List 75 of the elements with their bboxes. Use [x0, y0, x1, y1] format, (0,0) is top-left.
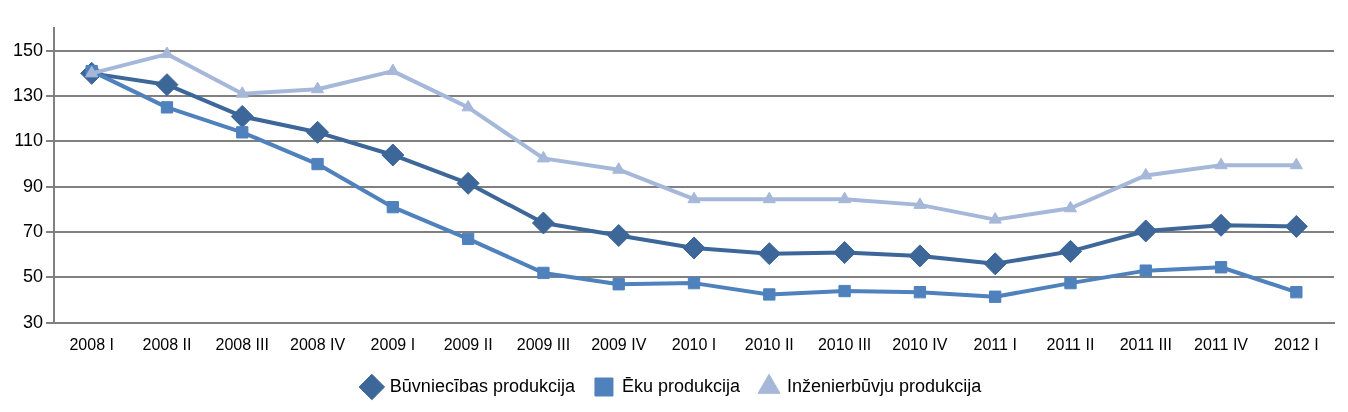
point	[386, 200, 399, 214]
point	[913, 197, 927, 209]
point	[763, 288, 776, 301]
point	[908, 244, 932, 268]
x-tick-label: 2010 IV	[892, 335, 948, 353]
point	[235, 86, 249, 98]
point	[456, 171, 480, 195]
x-tick-label: 2009 I	[370, 335, 416, 353]
legend-label: Būvniecības produkcija	[389, 375, 576, 396]
x-tick-label: 2011 I	[973, 335, 1017, 353]
point	[682, 236, 706, 260]
x-tick-label: 2009 II	[443, 335, 493, 353]
y-tick-label: 130	[12, 85, 44, 105]
point	[537, 266, 550, 280]
point	[988, 212, 1002, 224]
point	[833, 241, 857, 264]
x-tick-label: 2012 I	[1274, 335, 1319, 353]
point	[230, 104, 254, 128]
point	[1139, 167, 1153, 180]
point	[687, 276, 701, 290]
x-tick-label: 2011 III	[1119, 335, 1172, 353]
point	[1058, 239, 1082, 263]
x-tick-label: 2008 III	[215, 335, 269, 353]
point	[311, 157, 324, 171]
x-tick-label: 2010 I	[671, 335, 717, 353]
point	[838, 191, 852, 204]
point	[155, 73, 179, 97]
point	[1139, 264, 1152, 277]
point	[1290, 286, 1303, 299]
x-tick-label: 2008 II	[142, 335, 192, 353]
point	[536, 150, 550, 163]
point	[612, 162, 626, 174]
x-tick-label: 2008 IV	[289, 335, 346, 353]
point	[160, 46, 174, 59]
y-tick-label: 30	[23, 311, 44, 332]
point	[386, 63, 400, 76]
x-tick-label: 2009 IV	[591, 335, 647, 353]
point	[1063, 200, 1078, 213]
point	[1214, 261, 1228, 274]
point	[1289, 157, 1303, 170]
point	[1214, 157, 1228, 170]
point	[306, 120, 330, 144]
point	[1064, 276, 1077, 290]
x-tick-label: 2009 III	[516, 335, 571, 353]
point	[1134, 219, 1158, 243]
point	[838, 284, 851, 298]
point	[381, 143, 405, 167]
point	[1209, 213, 1233, 237]
y-tick-label: 110	[14, 130, 44, 151]
y-tick-label: 70	[23, 221, 44, 242]
point	[461, 99, 475, 112]
point	[612, 278, 625, 291]
point	[762, 191, 776, 204]
point	[461, 232, 475, 246]
point	[989, 290, 1002, 303]
point	[687, 191, 701, 204]
point	[236, 126, 249, 139]
point	[531, 211, 555, 235]
x-tick-label: 2008 I	[69, 335, 114, 353]
legend-label: Inženierbūvju produkcija	[787, 375, 983, 396]
legend-label: Ēku produkcija	[621, 375, 742, 396]
y-tick-label: 50	[23, 266, 44, 287]
point	[757, 242, 781, 266]
x-tick-label: 2010 II	[744, 335, 794, 353]
point	[160, 101, 174, 114]
x-tick-label: 2011 II	[1046, 335, 1095, 353]
point	[1284, 214, 1308, 238]
y-tick-label: 90	[23, 175, 44, 196]
x-tick-label: 2011 IV	[1194, 335, 1249, 353]
point	[607, 223, 631, 247]
point	[310, 81, 325, 94]
point	[913, 286, 927, 299]
x-tick-label: 2010 III	[817, 335, 872, 353]
point	[983, 252, 1007, 276]
y-tick-label: 150	[12, 39, 44, 60]
